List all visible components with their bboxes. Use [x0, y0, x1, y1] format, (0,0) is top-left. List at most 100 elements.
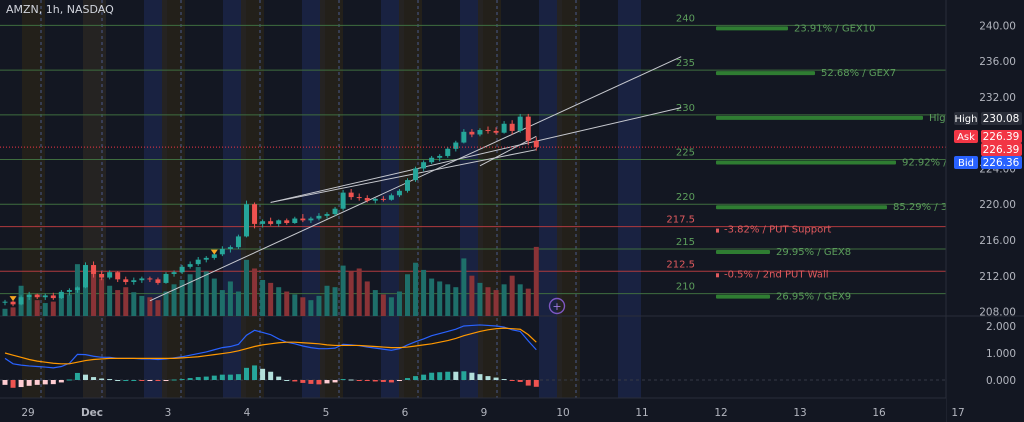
- volume-bar: [332, 287, 338, 316]
- histogram-bar: [203, 376, 209, 380]
- symbol-title[interactable]: AMZN, 1h, NASDAQ: [6, 3, 114, 16]
- volume-bar: [244, 259, 249, 316]
- add-indicator-button[interactable]: +: [548, 297, 566, 315]
- volume-bar: [501, 284, 507, 316]
- volume-bar: [469, 275, 475, 316]
- gex-bar: [716, 160, 896, 165]
- price-scale[interactable]: 240.00236.00232.00224.00220.00216.00212.…: [945, 0, 1024, 422]
- volume-bar: [179, 280, 185, 316]
- level-price-label: 235: [676, 58, 695, 69]
- volume-bar: [453, 287, 459, 316]
- candle-body: [227, 247, 233, 249]
- signal-markers: [9, 249, 218, 302]
- put-marker: [716, 273, 719, 278]
- level-note: 92.92% / 2nd C: [902, 158, 979, 169]
- level-price-label: 212.5: [666, 259, 695, 270]
- histogram-bar: [300, 380, 306, 383]
- histogram-bar: [187, 378, 193, 380]
- histogram-bar: [477, 374, 483, 380]
- time-scale[interactable]: 29 Dec 3 4 5 6 9 10 11 12 13 16 17: [0, 397, 965, 422]
- premarket-shade: [162, 0, 185, 398]
- histogram-bar: [308, 380, 314, 384]
- histogram-bar: [26, 380, 32, 386]
- level-note: 52.68% / GEX7: [821, 68, 896, 79]
- histogram-bar: [99, 378, 105, 380]
- candle-body: [91, 265, 97, 274]
- histogram-bar: [437, 372, 443, 380]
- volume-bar: [99, 278, 105, 316]
- gex-bar: [716, 71, 815, 76]
- histogram-bar: [284, 380, 290, 381]
- volume-bar: [260, 280, 266, 316]
- badge-tag-bg: [954, 130, 978, 143]
- badge-tag-bg: [954, 112, 978, 125]
- candle-body: [203, 257, 209, 260]
- price-tick: 236.00: [979, 56, 1016, 68]
- volume-bar: [525, 288, 531, 316]
- premarket-shade: [22, 0, 45, 398]
- signal-arrow: [9, 296, 17, 302]
- price-badge-bg: [981, 112, 1022, 125]
- candle-body: [356, 197, 362, 199]
- volume-bar: [227, 281, 233, 316]
- price-badge: 226.39: [983, 131, 1020, 143]
- volume-bar: [356, 268, 362, 316]
- volume-bar: [493, 290, 499, 316]
- put-marker: [716, 228, 719, 233]
- level-note: -0.5% / 2nd PUT Wall: [724, 269, 829, 280]
- volume-bar: [115, 290, 121, 316]
- candle-body: [268, 221, 274, 224]
- svg-text:+: +: [552, 300, 561, 313]
- histogram-bar: [396, 380, 402, 381]
- candle-body: [2, 301, 8, 303]
- level-note: 23.91% / GEX10: [794, 23, 876, 34]
- level-note: 26.95% / GEX9: [776, 292, 851, 303]
- badge-tag: High: [955, 114, 978, 125]
- candle-body: [324, 214, 330, 216]
- histogram-bar: [131, 380, 137, 381]
- histogram-bar: [179, 379, 185, 381]
- candle-body: [284, 220, 290, 224]
- volume-bar: [380, 294, 386, 316]
- price-badge-bg: [981, 143, 1022, 156]
- volume-bar: [187, 274, 193, 316]
- price-badge-bg: [981, 130, 1022, 143]
- signal-arrow: [210, 249, 218, 255]
- candle-body: [388, 195, 394, 200]
- candle-body: [461, 131, 467, 143]
- volume-bar: [429, 278, 435, 316]
- indicator-tick: 1.000: [986, 348, 1016, 360]
- candle-body: [235, 236, 241, 248]
- candle-body: [260, 221, 266, 224]
- volume-bar: [42, 303, 48, 316]
- volume-bar: [203, 271, 209, 316]
- candle-body: [50, 295, 56, 299]
- candles: [0, 113, 946, 307]
- histogram-bar: [227, 374, 233, 380]
- level-price-label: 215: [676, 237, 695, 248]
- level-note: -3.82% / PUT Support: [724, 225, 831, 236]
- volume-bar: [66, 294, 72, 316]
- histogram-bar: [155, 380, 161, 381]
- histogram-bar: [74, 372, 80, 380]
- volume-bar: [2, 308, 8, 316]
- price-badge: 226.39: [983, 144, 1020, 156]
- time-tick: 29: [21, 407, 34, 419]
- level-price-label: 240: [676, 13, 695, 24]
- time-scale-bg: [0, 398, 946, 422]
- candle-body: [509, 123, 515, 131]
- volume-bar: [388, 297, 394, 316]
- time-tick: 12: [714, 407, 727, 419]
- premarket-shade: [399, 0, 422, 398]
- histogram-bar: [252, 365, 258, 380]
- volume-bar: [91, 267, 97, 316]
- histogram-bar: [18, 380, 24, 388]
- histogram-bar: [356, 380, 362, 381]
- histogram-bar: [195, 377, 201, 380]
- histogram-bar: [58, 380, 64, 383]
- candle-body: [332, 208, 338, 215]
- volume-bar: [26, 297, 32, 316]
- histogram-bar: [316, 380, 322, 385]
- volume-bars: [2, 246, 539, 316]
